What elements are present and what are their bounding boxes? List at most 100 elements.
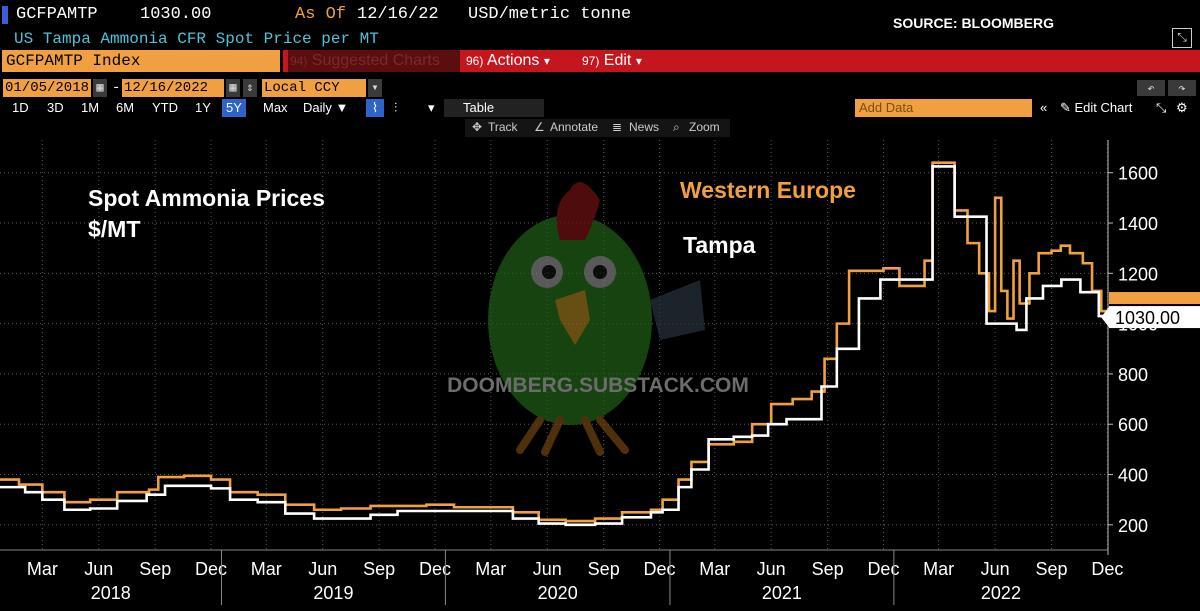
- edit-chart-button[interactable]: ✎ Edit Chart: [1060, 99, 1132, 117]
- collapse-icon[interactable]: «: [1040, 100, 1048, 115]
- period-6m[interactable]: 6M: [116, 100, 135, 115]
- period-max[interactable]: Max: [263, 100, 288, 115]
- end-date-input[interactable]: 12/16/2022: [122, 79, 224, 97]
- settings-gear-icon[interactable]: ⚙: [1176, 100, 1188, 115]
- last-value-tampa-tag: [1109, 306, 1200, 329]
- table-tab[interactable]: Table: [463, 100, 495, 115]
- zoom-button[interactable]: Zoom: [689, 120, 720, 134]
- ticker-label: GCFPAMTP: [16, 5, 98, 24]
- edit-chart-label: Edit Chart: [1074, 100, 1133, 115]
- x-tick-label: Jun: [84, 559, 113, 579]
- start-calendar-icon[interactable]: ▦: [93, 79, 107, 97]
- edit-menu[interactable]: 97) Edit ▾: [582, 50, 642, 72]
- watermark-text: DOOMBERG.SUBSTACK.COM: [447, 374, 749, 397]
- add-data-input[interactable]: Add Data: [855, 99, 1032, 117]
- x-tick-label: Sep: [588, 559, 620, 579]
- bar-chart-icon[interactable]: ⫶: [394, 100, 398, 115]
- track-icon[interactable]: ✥: [472, 120, 483, 134]
- tools-background: [465, 119, 730, 137]
- source-label: SOURCE: BLOOMBERG: [893, 15, 1054, 31]
- x-tick-label: Mar: [699, 559, 730, 579]
- y-tick-label: 1200: [1118, 264, 1158, 284]
- last-value-marker: 1030.00: [1101, 292, 1200, 329]
- x-tick-label: Sep: [1036, 559, 1068, 579]
- security-marker: [2, 6, 8, 24]
- last-value-pointer: [1101, 307, 1109, 328]
- track-button[interactable]: Track: [488, 120, 518, 134]
- legend-tampa: Tampa: [683, 232, 756, 258]
- x-year-label: 2021: [762, 583, 802, 603]
- watermark-logo: [488, 182, 705, 456]
- y-tick-label: 400: [1118, 466, 1148, 486]
- x-tick-label: Dec: [644, 559, 676, 579]
- series-line-tampa: [0, 165, 1108, 527]
- news-button[interactable]: News: [629, 120, 660, 134]
- period-5y[interactable]: 5Y: [222, 99, 246, 117]
- edit-num: 97): [582, 54, 600, 68]
- currency-dropdown-icon[interactable]: ▾: [368, 79, 382, 97]
- period-3d[interactable]: 3D: [47, 100, 64, 115]
- as-of-label: As Of: [295, 5, 347, 24]
- x-tick-label: Dec: [195, 559, 227, 579]
- redo-icon[interactable]: ↷: [1168, 80, 1196, 96]
- news-icon[interactable]: ≣: [612, 120, 623, 134]
- index-field[interactable]: GCFPAMTP Index: [2, 50, 280, 72]
- undo-icon[interactable]: ↶: [1137, 80, 1165, 96]
- x-tick-label: Dec: [1091, 559, 1123, 579]
- edit-arrow-icon: ▾: [635, 54, 642, 68]
- actions-menu[interactable]: 96) Actions ▾: [466, 50, 550, 72]
- period-1d[interactable]: 1D: [12, 100, 29, 115]
- price-label: 1030.00: [140, 5, 212, 24]
- controls-bar: 1D 3D 1M 6M YTD 1Y 5Y Max Daily ▼ ⌇ ⫶ ▾ …: [0, 99, 1200, 117]
- expand-icon[interactable]: ⤡: [1172, 28, 1192, 48]
- suggested-num: 94): [290, 54, 308, 68]
- header-bar: GCFPAMTP 1030.00 As Of 12/16/22 USD/metr…: [0, 0, 1200, 31]
- period-1m[interactable]: 1M: [81, 100, 100, 115]
- as-of-date: 12/16/22: [357, 5, 439, 24]
- suggested-label: Suggested Charts: [311, 52, 440, 69]
- legend-western-europe: Western Europe: [680, 177, 856, 203]
- menu-red-bar: [283, 50, 1200, 72]
- unit-label: USD/metric tonne: [468, 5, 632, 24]
- last-value-we-tag: [1109, 292, 1200, 305]
- menu-bar: GCFPAMTP Index 94) Suggested Charts 96) …: [0, 50, 1200, 72]
- x-year-label: 2018: [91, 583, 131, 603]
- zoom-icon[interactable]: ⌕: [673, 120, 680, 134]
- currency-select[interactable]: Local CCY: [262, 79, 366, 97]
- line-chart-icon[interactable]: ⌇: [366, 99, 384, 117]
- x-year-label: 2020: [538, 583, 578, 603]
- chart-series: [0, 161, 1108, 527]
- x-year-label: 2019: [313, 583, 353, 603]
- period-1y[interactable]: 1Y: [195, 100, 211, 115]
- x-year-label: 2022: [981, 583, 1021, 603]
- last-value-label: 1030.00: [1115, 308, 1180, 328]
- y-tick-label: 200: [1118, 516, 1148, 536]
- x-tick-label: Mar: [923, 559, 954, 579]
- edit-label: Edit: [603, 52, 632, 69]
- start-date-input[interactable]: 01/05/2018: [3, 79, 91, 97]
- chart-type-dropdown-icon[interactable]: ▾: [428, 100, 435, 115]
- security-description: US Tampa Ammonia CFR Spot Price per MT: [14, 30, 379, 48]
- annotate-icon[interactable]: ∠: [534, 120, 545, 134]
- resize-icon[interactable]: ⤡: [1156, 100, 1167, 115]
- date-dash: -: [112, 80, 121, 96]
- x-axis: Mar Jun Sep Dec Mar Jun Sep Dec Mar Jun Sep Dec Mar J…: [0, 549, 1123, 605]
- annotate-button[interactable]: Annotate: [550, 120, 599, 134]
- end-calendar-icon[interactable]: ▦: [226, 79, 240, 97]
- chart-title: Spot Ammonia Prices: [88, 185, 325, 211]
- x-tick-label: Jun: [308, 559, 337, 579]
- table-tab-bg: [444, 99, 544, 117]
- actions-num: 96): [466, 54, 484, 68]
- suggested-charts-menu[interactable]: 94) Suggested Charts: [288, 50, 460, 72]
- chart-subtitle: $/MT: [88, 216, 140, 242]
- x-tick-label: Dec: [867, 559, 899, 579]
- stepper-icon[interactable]: ⇕: [243, 79, 257, 97]
- frequency-select[interactable]: Daily ▼: [303, 100, 349, 115]
- series-line-western-europe: [0, 161, 1108, 523]
- y-tick-label: 600: [1118, 415, 1148, 435]
- description-bar: US Tampa Ammonia CFR Spot Price per MT ⤡: [0, 28, 1200, 50]
- period-ytd[interactable]: YTD: [152, 100, 178, 115]
- actions-label: Actions: [486, 52, 540, 69]
- x-tick-label: Jun: [533, 559, 562, 579]
